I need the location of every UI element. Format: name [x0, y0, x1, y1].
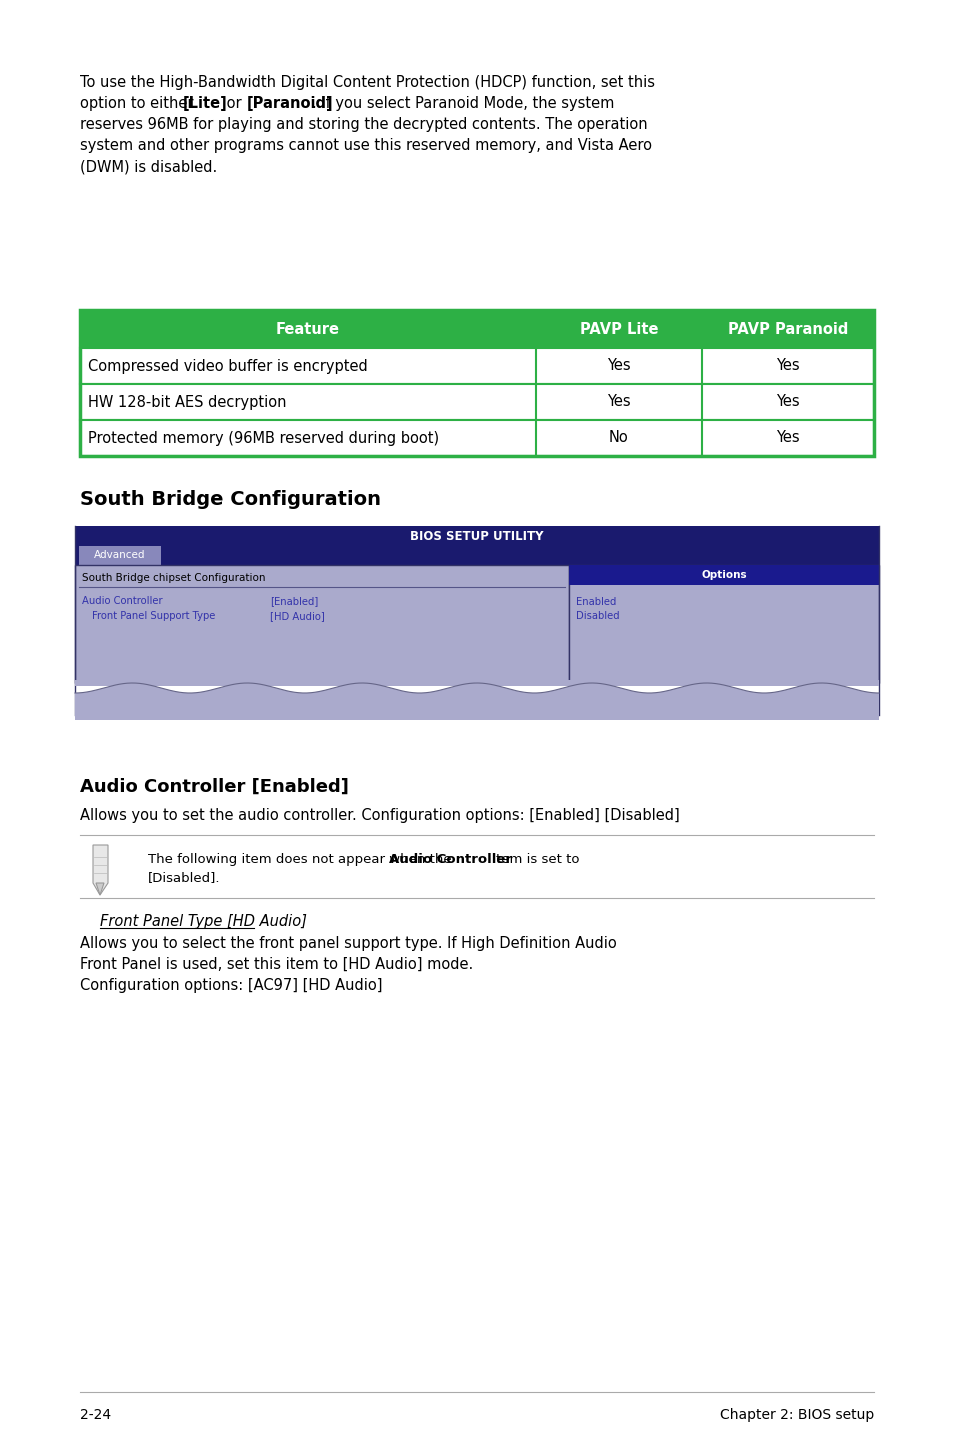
Text: Allows you to select the front panel support type. If High Definition Audio: Allows you to select the front panel sup… [80, 936, 616, 951]
Polygon shape [96, 883, 104, 894]
Text: or: or [222, 96, 246, 111]
Text: South Bridge chipset Configuration: South Bridge chipset Configuration [82, 572, 265, 582]
Text: PAVP Lite: PAVP Lite [579, 322, 658, 336]
Bar [80, 384, 873, 420]
Text: Audio Controller: Audio Controller [389, 853, 512, 866]
Text: item is set to: item is set to [487, 853, 578, 866]
Text: [Enabled]: [Enabled] [270, 595, 318, 605]
Text: [HD Audio]: [HD Audio] [270, 611, 324, 621]
Text: Yes: Yes [606, 394, 630, 410]
Text: option to either: option to either [80, 96, 198, 111]
Text: Advanced: Advanced [94, 551, 146, 561]
Bar [80, 420, 873, 456]
Text: Compressed video buffer is encrypted: Compressed video buffer is encrypted [88, 358, 367, 374]
Bar [79, 546, 161, 565]
Text: reserves 96MB for playing and storing the decrypted contents. The operation: reserves 96MB for playing and storing th… [80, 116, 647, 132]
Bar [568, 565, 878, 585]
Text: Audio Controller [Enabled]: Audio Controller [Enabled] [80, 778, 349, 797]
Text: [Disabled].: [Disabled]. [148, 871, 220, 884]
Bar [80, 311, 873, 348]
Text: . If you select Paranoid Mode, the system: . If you select Paranoid Mode, the syste… [312, 96, 614, 111]
Text: Allows you to set the audio controller. Configuration options: [Enabled] [Disabl: Allows you to set the audio controller. … [80, 808, 679, 823]
Text: Front Panel is used, set this item to [HD Audio] mode.: Front Panel is used, set this item to [H… [80, 958, 473, 972]
Text: Disabled: Disabled [576, 611, 619, 621]
Text: South Bridge Configuration: South Bridge Configuration [80, 490, 380, 509]
Bar [75, 546, 878, 565]
Text: Yes: Yes [776, 394, 799, 410]
Text: Enabled: Enabled [576, 597, 616, 607]
Text: BIOS SETUP UTILITY: BIOS SETUP UTILITY [410, 529, 543, 542]
Text: 2-24: 2-24 [80, 1408, 111, 1422]
Text: system and other programs cannot use this reserved memory, and Vista Aero: system and other programs cannot use thi… [80, 138, 651, 152]
Text: HW 128-bit AES decryption: HW 128-bit AES decryption [88, 394, 286, 410]
Bar [75, 526, 878, 546]
Bar [80, 311, 873, 456]
Text: Configuration options: [AC97] [HD Audio]: Configuration options: [AC97] [HD Audio] [80, 978, 382, 994]
Text: (DWM) is disabled.: (DWM) is disabled. [80, 160, 217, 174]
Text: Audio Controller: Audio Controller [82, 595, 162, 605]
Text: Protected memory (96MB reserved during boot): Protected memory (96MB reserved during b… [88, 430, 438, 446]
Text: Feature: Feature [275, 322, 339, 336]
Text: Chapter 2: BIOS setup: Chapter 2: BIOS setup [719, 1408, 873, 1422]
Text: Front Panel Type [HD Audio]: Front Panel Type [HD Audio] [100, 915, 307, 929]
Text: Options: Options [700, 569, 746, 580]
Text: Front Panel Support Type: Front Panel Support Type [91, 611, 215, 621]
Text: The following item does not appear when the: The following item does not appear when … [148, 853, 456, 866]
Bar [80, 348, 873, 384]
Text: [Lite]: [Lite] [183, 96, 228, 111]
Bar [568, 565, 878, 683]
Text: No: No [608, 430, 628, 446]
Text: Yes: Yes [776, 430, 799, 446]
Text: Yes: Yes [606, 358, 630, 374]
Bar [75, 565, 568, 683]
Text: PAVP Paranoid: PAVP Paranoid [727, 322, 847, 336]
Polygon shape [92, 846, 108, 894]
Text: Yes: Yes [776, 358, 799, 374]
Text: To use the High-Bandwidth Digital Content Protection (HDCP) function, set this: To use the High-Bandwidth Digital Conten… [80, 75, 655, 91]
Text: [Paranoid]: [Paranoid] [246, 96, 333, 111]
